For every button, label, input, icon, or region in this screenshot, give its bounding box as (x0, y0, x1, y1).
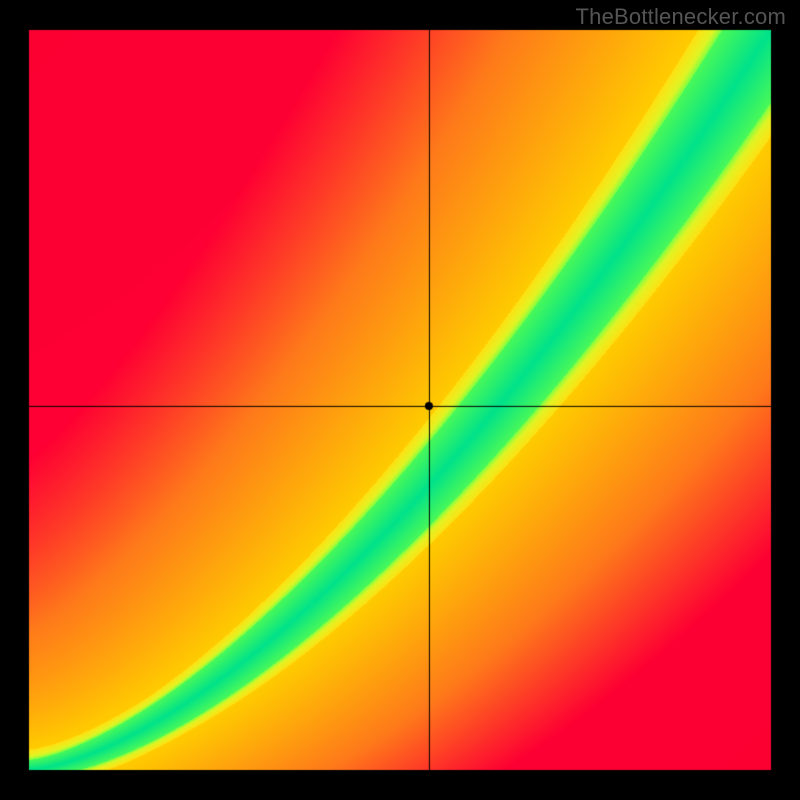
chart-container: TheBottlenecker.com (0, 0, 800, 800)
watermark: TheBottlenecker.com (576, 4, 786, 30)
bottleneck-heatmap (0, 0, 800, 800)
